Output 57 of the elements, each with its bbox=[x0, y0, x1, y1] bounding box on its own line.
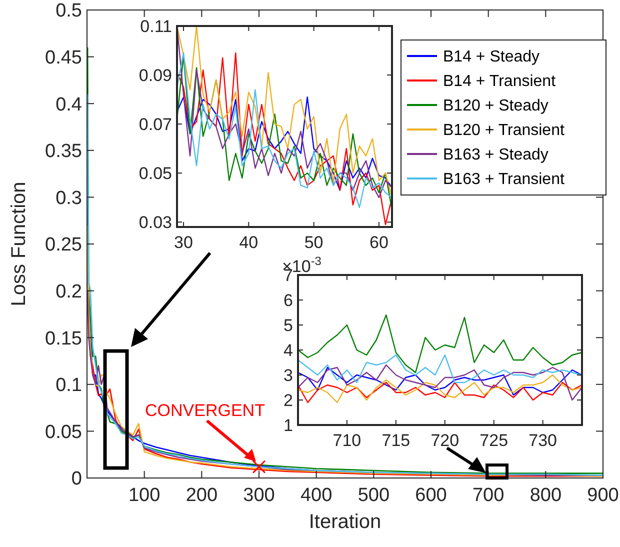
line-series bbox=[298, 314, 582, 374]
x-tick-label: 40 bbox=[239, 233, 258, 252]
x-tick-label: 60 bbox=[370, 233, 388, 252]
legend-label: B14 + Transient bbox=[443, 73, 556, 90]
y-tick-label: 1 bbox=[284, 416, 293, 435]
x-tick-label: 30 bbox=[174, 233, 193, 252]
line-series bbox=[298, 374, 582, 404]
x-tick-label: 730 bbox=[528, 431, 558, 450]
y-tick-label: 2 bbox=[284, 390, 293, 410]
y-tick-label: 0.07 bbox=[138, 115, 172, 134]
x-tick-label: 100 bbox=[128, 485, 160, 506]
legend-label: B14 + Steady bbox=[443, 48, 540, 66]
x-tick-label: 50 bbox=[304, 233, 324, 252]
y-tick-label: 5 bbox=[284, 316, 293, 335]
y-tick-label: 0.09 bbox=[138, 66, 172, 85]
y-tick-label: 0 bbox=[71, 468, 82, 490]
y-tick-label: 4 bbox=[284, 340, 293, 360]
x-axis-title: Iteration bbox=[308, 511, 382, 533]
line-series bbox=[298, 354, 582, 384]
y-tick-label: 0.15 bbox=[45, 328, 82, 350]
annotation: CONVERGENT bbox=[145, 400, 265, 420]
x-tick-label: 600 bbox=[415, 485, 447, 506]
y-tick-label: 0.05 bbox=[45, 422, 82, 443]
y-axis-title: Loss Function bbox=[8, 182, 30, 306]
legend-label: B120 + Steady bbox=[443, 98, 548, 115]
y-tick-label: 0.5 bbox=[56, 0, 82, 22]
y-tick-label: 0.03 bbox=[138, 213, 172, 232]
y-tick-label: 0.35 bbox=[45, 141, 82, 162]
x-tick-label: 200 bbox=[186, 485, 218, 506]
y-tick-label: 0.4 bbox=[56, 94, 82, 116]
legend-label: B163 + Steady bbox=[443, 146, 548, 164]
x-tick-label: 720 bbox=[430, 431, 460, 450]
y-tick-label: 0.3 bbox=[56, 188, 82, 209]
line-series bbox=[298, 366, 582, 396]
line-series bbox=[298, 382, 582, 404]
legend-label: B120 + Transient bbox=[443, 122, 565, 140]
line-series bbox=[177, 96, 392, 191]
x-tick-label: 700 bbox=[472, 485, 504, 506]
y-tick-label: 0.1 bbox=[56, 375, 82, 396]
line-series bbox=[298, 364, 582, 401]
x-tick-label: 710 bbox=[332, 431, 362, 450]
x-tick-label: 800 bbox=[530, 485, 562, 506]
x-tick-label: 725 bbox=[480, 431, 508, 450]
y-tick-label: 3 bbox=[284, 366, 293, 385]
y-tick-label: 0.2 bbox=[56, 281, 82, 302]
line-series bbox=[177, 26, 392, 198]
y-tick-label: 6 bbox=[284, 290, 293, 310]
legend-label: B163 + Transient bbox=[443, 171, 565, 188]
x-tick-label: 300 bbox=[243, 485, 275, 506]
x-tick-label: 900 bbox=[587, 485, 619, 506]
y-tick-label: 0.11 bbox=[140, 16, 172, 36]
x-tick-label: 500 bbox=[358, 485, 390, 506]
x-tick-label: 715 bbox=[382, 431, 410, 450]
y-tick-label: 0.05 bbox=[138, 164, 172, 184]
y-tick-label: 0.25 bbox=[45, 234, 82, 256]
y-tick-label: 0.45 bbox=[45, 47, 82, 68]
x-tick-label: 400 bbox=[300, 485, 332, 506]
